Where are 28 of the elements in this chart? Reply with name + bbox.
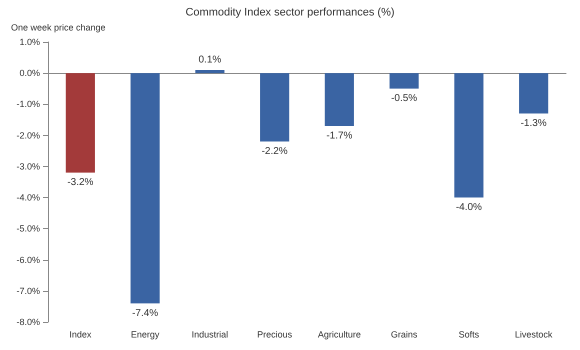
x-tick-label: Precious — [257, 330, 293, 340]
x-tick-label: Softs — [458, 330, 480, 340]
y-tick-label: 0.0% — [19, 68, 40, 78]
data-label: -1.7% — [326, 130, 353, 142]
y-tick-label: -6.0% — [16, 254, 40, 265]
chart-title: Commodity Index sector performances (%) — [185, 6, 395, 18]
data-label: -2.2% — [262, 146, 288, 158]
x-tick-label: Index — [69, 330, 92, 340]
x-tick-label: Grains — [390, 330, 418, 340]
chart-subtitle: One week price change — [11, 22, 106, 32]
y-tick-label: -3.0% — [16, 161, 40, 172]
y-tick-label: -5.0% — [16, 224, 40, 234]
data-label: 0.1% — [198, 54, 222, 66]
y-tick-label: -4.0% — [16, 192, 40, 203]
x-tick-label: Agriculture — [318, 330, 361, 340]
y-tick-label: -7.0% — [16, 286, 40, 296]
x-tick-label: Energy — [130, 330, 160, 340]
x-tick-label: Industrial — [192, 330, 228, 340]
data-label: -4.0% — [456, 202, 482, 214]
data-label: -3.2% — [67, 177, 94, 188]
y-tick-label: 1.0% — [19, 37, 40, 47]
data-label: -0.5% — [391, 93, 418, 104]
data-label: -1.3% — [520, 118, 547, 130]
y-tick-label: -1.0% — [16, 99, 40, 110]
x-tick-label: Livestock — [514, 330, 553, 340]
y-tick-label: -8.0% — [16, 317, 40, 327]
data-label: -7.4% — [132, 308, 158, 319]
y-tick-label: -2.0% — [16, 130, 40, 140]
